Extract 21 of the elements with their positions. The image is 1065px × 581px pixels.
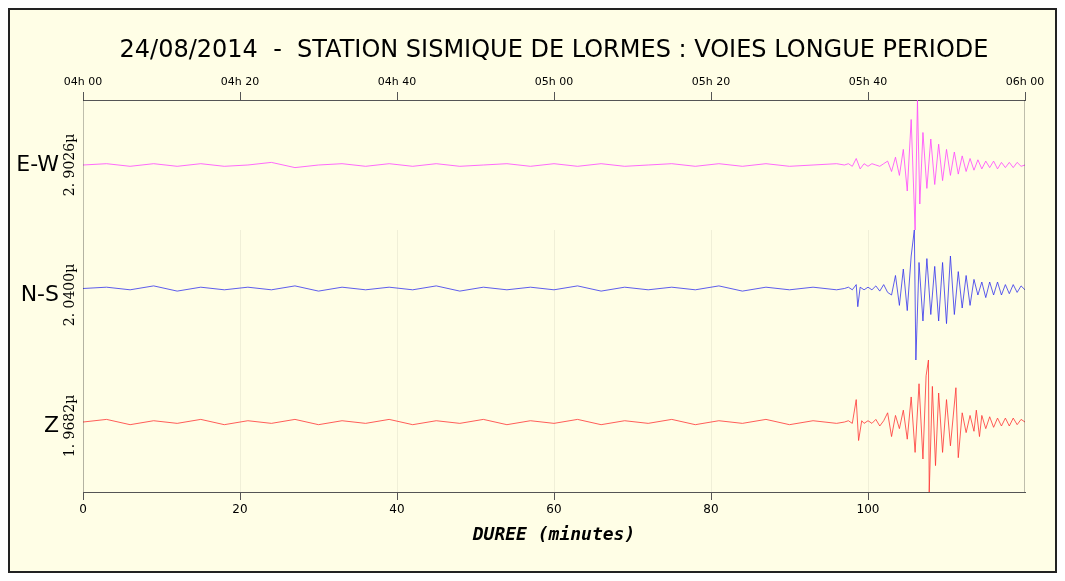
y-axis-title: N-S bbox=[20, 280, 59, 306]
x-tick-label: 80 bbox=[703, 502, 719, 517]
x2-tick-label: 04h 20 bbox=[220, 75, 260, 89]
y-axis-title: E-W bbox=[16, 150, 60, 176]
x2-tick-label: 05h 40 bbox=[848, 75, 888, 89]
x2-tick-label: 05h 20 bbox=[691, 75, 731, 89]
x2-tick-label: 05h 00 bbox=[534, 75, 574, 89]
text: 2. 0400µ bbox=[60, 263, 77, 327]
x-axis-title: DUREE (minutes) bbox=[471, 522, 636, 544]
text: 2. 9026µ bbox=[60, 133, 77, 197]
y-axis-title: Z bbox=[43, 411, 59, 437]
x-tick-label: 60 bbox=[546, 502, 562, 517]
x2-tick-label: 04h 40 bbox=[377, 75, 417, 89]
x2-tick-label: 06h 00 bbox=[1005, 75, 1045, 89]
text: 1. 9682µ bbox=[60, 394, 77, 458]
x-tick-label: 40 bbox=[389, 502, 405, 517]
x-tick-label: 100 bbox=[856, 502, 880, 517]
x-tick-label: 20 bbox=[232, 502, 248, 517]
chart-title: 24/08/2014 - STATION SISMIQUE DE LORMES : VOIES LONGUE PERIODE bbox=[119, 34, 989, 63]
x-tick-label: 0 bbox=[79, 502, 87, 517]
x2-tick-label: 04h 00 bbox=[63, 75, 103, 89]
